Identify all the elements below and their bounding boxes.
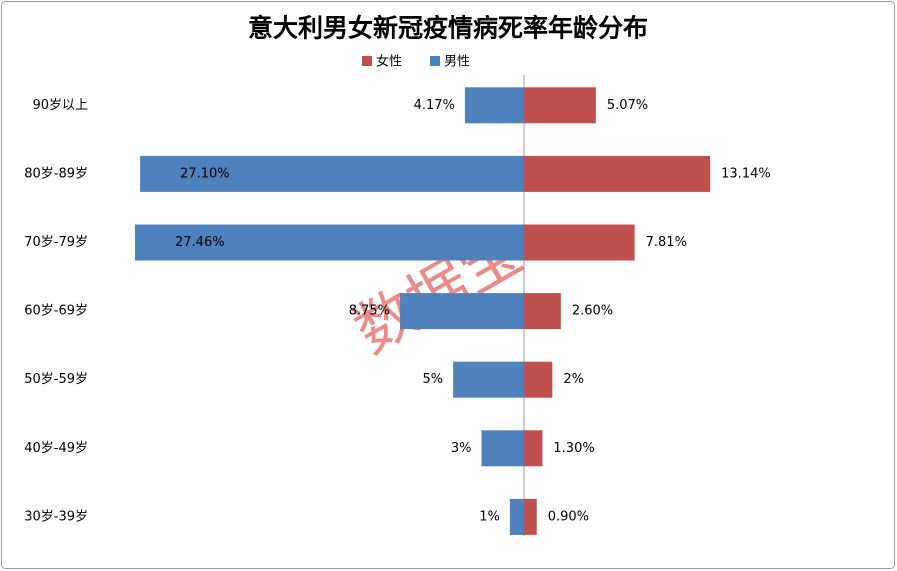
value-label: 8.75% (349, 304, 390, 319)
value-label: 27.46% (175, 235, 225, 250)
legend-swatch (430, 56, 440, 66)
legend-label: 女性 (376, 54, 402, 70)
category-label: 40岁-49岁 (24, 441, 88, 456)
value-label: 27.10% (180, 166, 230, 181)
category-label: 30岁-39岁 (24, 509, 88, 524)
value-label: 7.81% (646, 235, 687, 250)
bar (509, 498, 524, 535)
value-label: 5% (423, 372, 444, 387)
bar (481, 430, 524, 467)
bar (524, 224, 635, 261)
bar (524, 293, 561, 330)
value-label: 4.17% (414, 98, 455, 113)
value-label: 2.60% (572, 304, 613, 319)
value-label: 0.90% (548, 509, 589, 524)
bar (140, 155, 524, 192)
value-label: 2% (563, 372, 584, 387)
legend-label: 男性 (444, 55, 470, 70)
bar (524, 155, 711, 192)
value-label: 5.07% (607, 98, 648, 113)
bar (453, 361, 524, 398)
bar (524, 87, 596, 124)
value-label: 1.30% (553, 441, 594, 456)
category-label: 50岁-59岁 (24, 372, 88, 387)
bar (135, 224, 524, 261)
category-label: 90岁以上 (32, 98, 88, 113)
legend-swatch (362, 56, 372, 66)
bar (524, 361, 553, 398)
value-label: 13.14% (721, 166, 771, 181)
value-label: 3% (451, 441, 472, 456)
bar (464, 87, 524, 124)
bar (400, 293, 524, 330)
chart-title: 意大利男女新冠疫情病死率年龄分布 (248, 14, 648, 43)
bar (524, 498, 537, 535)
category-label: 80岁-89岁 (24, 166, 88, 181)
bar (524, 430, 543, 467)
value-label: 1% (479, 509, 500, 524)
category-label: 60岁-69岁 (24, 304, 88, 319)
category-label: 70岁-79岁 (24, 235, 88, 250)
